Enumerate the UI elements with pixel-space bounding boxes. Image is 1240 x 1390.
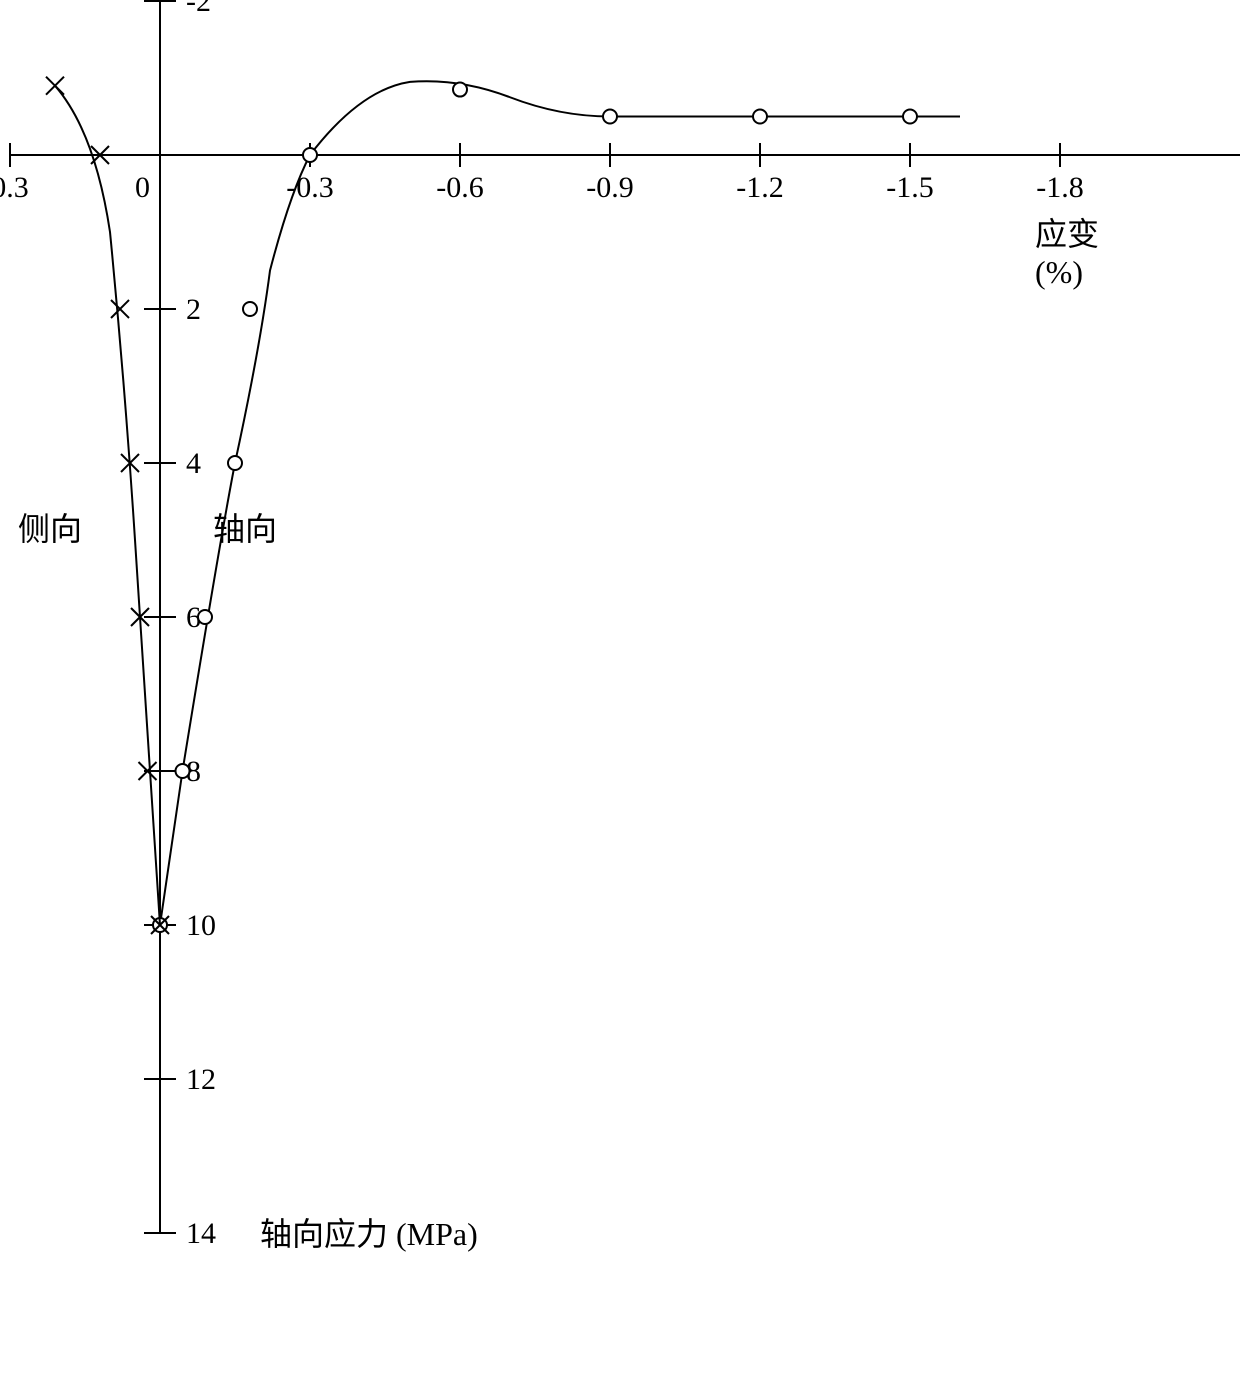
x-tick-label: -0.9 [586, 171, 634, 204]
series-curve-轴向 [160, 81, 960, 925]
x-axis-unit: (%) [1035, 254, 1083, 290]
marker-circle [903, 110, 917, 124]
x-tick-label: -0.6 [436, 171, 484, 204]
y-axis-label: 轴向应力 (MPa) [260, 1216, 478, 1252]
y-tick-label: 4 [186, 447, 201, 480]
series-curve-侧向 [55, 86, 160, 925]
series-label-轴向: 轴向 [213, 511, 277, 547]
marker-circle [243, 302, 257, 316]
x-tick-label: -0.3 [286, 171, 334, 204]
stress-strain-chart: 0.30-0.3-0.6-0.9-1.2-1.5-1.8应变(%)-224681… [0, 0, 1240, 1390]
marker-circle [176, 764, 190, 778]
marker-circle [303, 148, 317, 162]
marker-circle [198, 610, 212, 624]
marker-circle [603, 110, 617, 124]
marker-circle [453, 83, 467, 97]
x-tick-label: -1.5 [886, 171, 934, 204]
x-tick-label: -1.8 [1036, 171, 1084, 204]
marker-circle [753, 110, 767, 124]
y-tick-label: 14 [186, 1217, 216, 1250]
y-tick-label: -2 [186, 0, 211, 18]
y-tick-label: 10 [186, 909, 216, 942]
x-tick-label: 0 [135, 171, 150, 204]
x-tick-label: 0.3 [0, 171, 29, 204]
y-tick-label: 2 [186, 293, 201, 326]
y-tick-label: 12 [186, 1063, 216, 1096]
x-axis-label: 应变 [1035, 216, 1099, 252]
series-label-侧向: 侧向 [18, 511, 82, 547]
x-tick-label: -1.2 [736, 171, 784, 204]
marker-circle [228, 456, 242, 470]
